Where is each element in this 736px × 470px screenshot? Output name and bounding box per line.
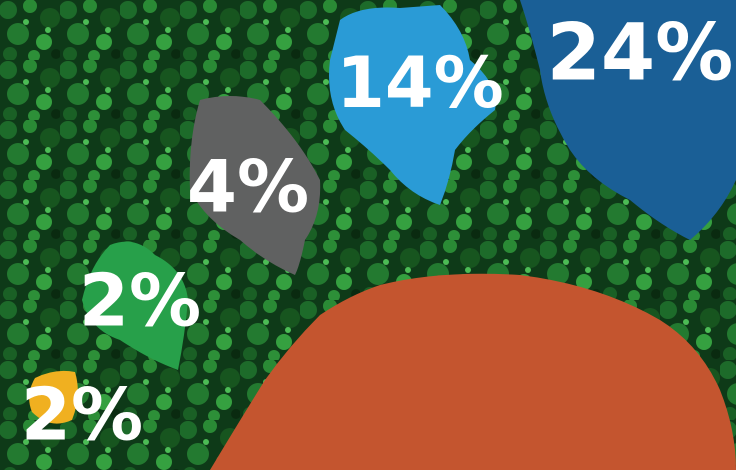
region-green	[82, 241, 188, 370]
region-orange	[210, 273, 736, 470]
region-dark-blue	[520, 0, 736, 240]
region-label: 2%	[21, 373, 143, 457]
region-label: 4%	[187, 145, 309, 229]
region-grey	[189, 96, 321, 275]
region-label: 24%	[547, 8, 734, 98]
region-label: 2%	[79, 259, 201, 343]
region-light-blue	[329, 5, 496, 205]
region-label: 14%	[336, 42, 504, 124]
region-yellow	[29, 370, 78, 424]
